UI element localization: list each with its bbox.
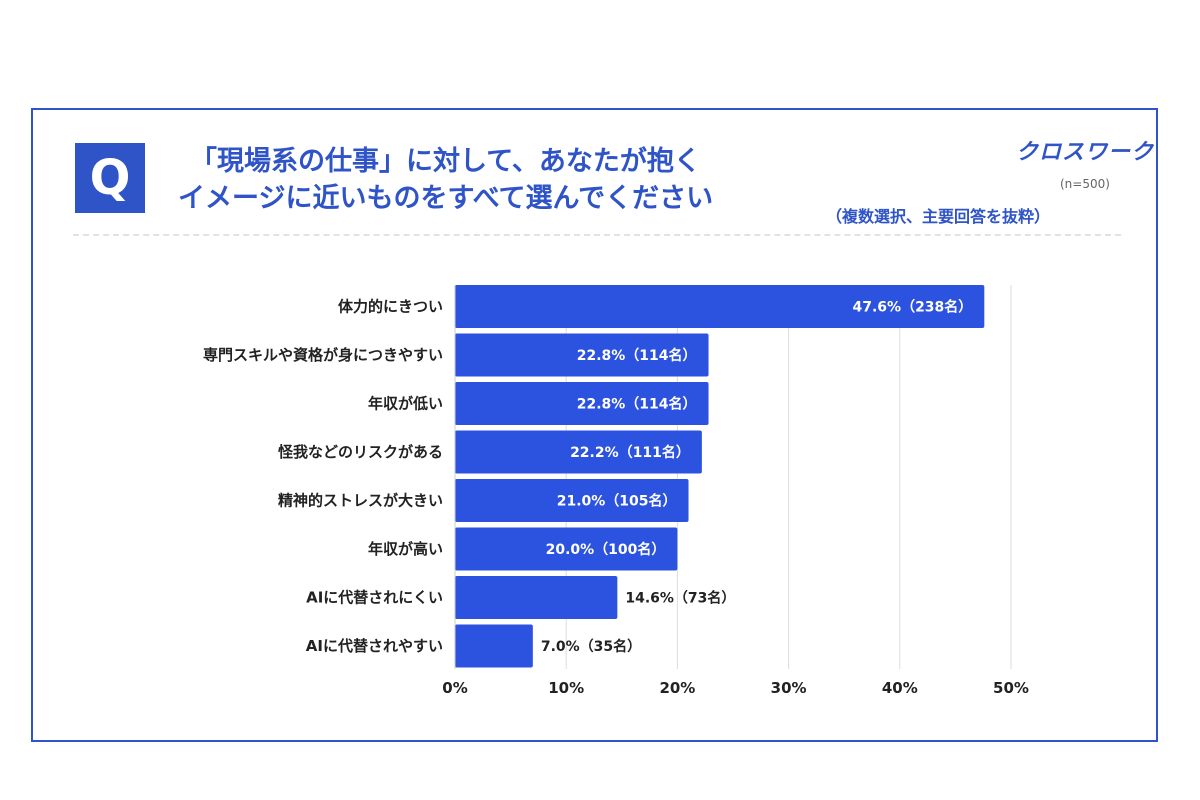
x-tick-label: 50% (993, 679, 1029, 697)
question-badge: Q (75, 143, 145, 213)
x-tick-label: 20% (659, 679, 695, 697)
bar (455, 576, 618, 619)
x-tick-label: 0% (442, 679, 467, 697)
category-label: AIに代替されやすい (306, 637, 443, 655)
data-label: 21.0%（105名） (557, 493, 677, 510)
x-tick-label: 40% (882, 679, 918, 697)
category-label: 体力的にきつい (338, 298, 443, 316)
data-label: 20.0%（100名） (546, 541, 666, 558)
data-label: 22.8%（114名） (577, 347, 697, 364)
category-label: 年収が低い (368, 395, 443, 413)
x-tick-label: 30% (771, 679, 807, 697)
category-label: 年収が高い (368, 540, 443, 558)
question-line-2: イメージに近いものをすべて選んでください (178, 183, 714, 214)
category-label: AIに代替されにくい (306, 589, 443, 607)
header-divider (73, 234, 1121, 236)
data-label: 47.6%（238名） (853, 299, 973, 316)
bar (455, 382, 709, 425)
bar (455, 624, 533, 668)
question-title: 「現場系の仕事」に対して、あなたが抱く イメージに近いものをすべて選んでください (178, 143, 713, 217)
data-label: 14.6%（73名） (625, 590, 735, 607)
category-label: 怪我などのリスクがある (278, 443, 443, 461)
bar (455, 285, 985, 328)
brand-logo: クロスワーク (1016, 140, 1155, 165)
bar (455, 333, 709, 377)
data-label: 22.2%（111名） (570, 444, 690, 461)
selection-note: （複数選択、主要回答を抜粋） (826, 207, 1051, 226)
bar (455, 527, 678, 571)
category-label: 専門スキルや資格が身につきやすい (203, 346, 443, 364)
category-label: 精神的ストレスが大きい (278, 492, 443, 510)
sample-size: (n=500) (1060, 177, 1110, 191)
data-label: 7.0%（35名） (541, 638, 641, 655)
bar (455, 479, 689, 522)
question-line-1: 「現場系の仕事」に対して、あなたが抱く (190, 146, 701, 177)
data-label: 22.8%（114名） (577, 396, 697, 413)
bar (455, 430, 702, 474)
x-tick-label: 10% (548, 679, 584, 697)
